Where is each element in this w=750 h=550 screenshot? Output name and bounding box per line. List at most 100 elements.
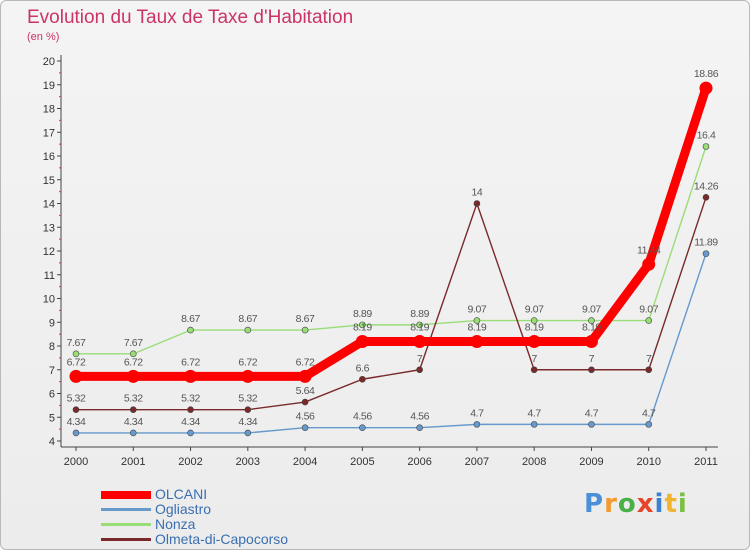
x-tick-label: 2006 [407, 456, 431, 468]
legend-item: Nonza [101, 517, 341, 532]
x-tick-label: 2001 [121, 456, 145, 468]
data-label: 4.56 [410, 411, 429, 423]
data-label: 9.07 [467, 304, 486, 316]
data-label: 8.67 [296, 313, 315, 325]
data-point [244, 406, 252, 413]
data-point [473, 200, 481, 207]
data-point [241, 369, 255, 383]
data-label: 4.7 [642, 407, 656, 419]
data-point [126, 369, 140, 383]
data-label: 8.89 [353, 308, 372, 320]
data-point [473, 421, 481, 428]
data-point [645, 317, 653, 324]
data-point [530, 317, 538, 324]
chart-title: Evolution du Taux de Taxe d'Habitation [27, 7, 354, 28]
line-chart: 4 5 6 7 8 9 10 11 12 13 14 15 16 17 18 19 20 2000 2001 2002… [43, 55, 719, 468]
y-tick-label: 19 [43, 80, 55, 92]
data-label: 9.07 [525, 304, 544, 316]
data-point [129, 350, 137, 358]
data-label: 8.67 [181, 313, 200, 325]
x-tick-label: 2005 [350, 456, 374, 468]
data-point [301, 398, 309, 406]
data-label: 7 [417, 353, 423, 365]
data-point [298, 369, 312, 383]
legend-swatch [101, 508, 151, 511]
data-point [702, 143, 710, 150]
data-point [413, 334, 427, 348]
data-point [473, 317, 481, 324]
x-tick-label: 2003 [236, 456, 260, 468]
data-label: 7.67 [67, 337, 86, 349]
data-label: 4.34 [238, 416, 257, 428]
data-point [530, 421, 538, 428]
data-label: 7 [531, 353, 537, 365]
legend-label: Ogliastro [155, 501, 212, 517]
y-tick-label: 7 [49, 365, 55, 377]
data-label: 18.86 [694, 68, 719, 80]
logo-letter: x [636, 489, 655, 519]
logo-letter: i [654, 489, 665, 519]
data-point [244, 429, 252, 437]
series-line-olcani [71, 83, 711, 381]
data-point [187, 429, 194, 437]
y-tick-label: 16 [43, 151, 55, 163]
legend-swatch [101, 523, 151, 526]
y-tick-label: 11 [44, 270, 55, 282]
legend-item: Ogliastro [101, 502, 341, 517]
data-label: 5.32 [238, 393, 257, 405]
data-point [588, 421, 595, 428]
data-point [301, 326, 309, 334]
data-point [187, 326, 194, 334]
data-point [69, 369, 83, 383]
data-point [702, 250, 710, 257]
data-point [359, 321, 366, 329]
series-line-nonza [75, 145, 707, 355]
data-point [72, 406, 80, 413]
x-tick-label: 2004 [293, 456, 317, 468]
y-tick-label: 15 [43, 175, 55, 187]
data-label: 9.07 [639, 304, 658, 316]
y-tick-label: 13 [43, 222, 55, 234]
x-tick-label: 2000 [64, 456, 88, 468]
chart-legend: OLCANI Ogliastro Nonza Olmeta-di-Capocorso [101, 487, 341, 547]
data-point [72, 429, 80, 437]
data-label: 4.56 [353, 411, 372, 423]
data-point [184, 369, 198, 383]
y-tick-label: 9 [49, 317, 55, 329]
data-point [645, 366, 653, 374]
x-tick-label: 2009 [579, 456, 603, 468]
data-label: 11.44 [637, 244, 661, 256]
data-label: 14.26 [694, 180, 719, 192]
data-point [588, 317, 595, 324]
logo-letter: P [584, 489, 605, 519]
data-label: 8.67 [238, 313, 257, 325]
y-tick-label: 6 [49, 389, 55, 401]
data-point [642, 257, 656, 271]
data-label: 5.32 [181, 393, 200, 405]
data-point [355, 334, 369, 348]
data-label: 4.7 [585, 407, 599, 419]
data-point [359, 424, 366, 432]
legend-swatch [101, 491, 151, 499]
y-tick-label: 18 [43, 104, 55, 116]
legend-label: OLCANI [155, 486, 208, 502]
data-point [645, 421, 653, 428]
series-line-ogliastro [75, 252, 707, 434]
data-label: 5.32 [67, 393, 86, 405]
y-tick-label: 12 [43, 246, 55, 258]
data-label: 6.72 [181, 356, 200, 368]
legend-label: Olmeta-di-Capocorso [155, 531, 289, 547]
data-label: 4.34 [67, 416, 86, 428]
legend-item: OLCANI [101, 487, 341, 502]
y-tick-label: 17 [43, 127, 55, 139]
logo-letter: i [677, 489, 688, 519]
data-point [416, 424, 423, 432]
data-label: 8.89 [410, 308, 429, 320]
data-point [588, 366, 595, 374]
data-label: 16.4 [697, 130, 716, 142]
data-label: 14 [471, 187, 482, 199]
data-label: 8.19 [410, 321, 429, 333]
data-label: 6.72 [67, 356, 86, 368]
data-point [72, 350, 80, 358]
